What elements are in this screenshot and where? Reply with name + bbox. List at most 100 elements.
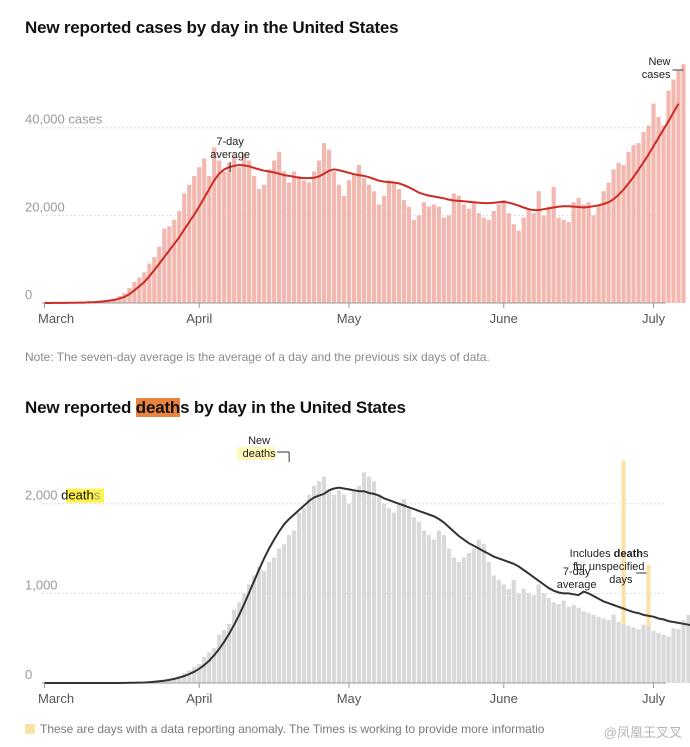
bar (496, 204, 501, 303)
anomaly-label-part: death (614, 548, 644, 560)
bar (476, 539, 481, 683)
bar (336, 184, 342, 303)
bar (376, 494, 382, 683)
bar (391, 512, 397, 683)
y-tick-label: 0 (25, 287, 32, 302)
x-tick-label: March (38, 311, 74, 326)
bar (451, 193, 456, 303)
bar (456, 195, 461, 303)
watermark: @凤凰王叉叉 (603, 725, 682, 740)
bar (461, 204, 466, 303)
x-tick-label: June (490, 311, 518, 326)
bar (301, 180, 307, 303)
bar (311, 485, 317, 683)
bar (641, 624, 646, 683)
bar (586, 613, 591, 683)
bar (247, 160, 252, 303)
bar (506, 213, 511, 303)
bar (566, 606, 571, 683)
bar (316, 481, 322, 683)
bar (326, 149, 332, 303)
x-tick-label: July (642, 691, 666, 706)
bar (192, 175, 197, 303)
bar (371, 481, 377, 683)
bar (277, 151, 282, 303)
bar (596, 204, 601, 303)
bar (341, 494, 347, 683)
bar (501, 200, 506, 303)
bar (576, 197, 581, 303)
average-label: 7-day (563, 566, 591, 578)
bar (606, 620, 611, 683)
bar (212, 147, 217, 303)
bar (142, 272, 147, 303)
bar (666, 636, 671, 683)
bar (436, 206, 441, 303)
x-tick-label: March (38, 691, 74, 706)
bar (581, 611, 586, 683)
bar (306, 494, 312, 683)
bar (436, 530, 441, 683)
bar (257, 566, 262, 683)
bar (242, 593, 247, 683)
y-tick-unit: s (94, 488, 101, 503)
bar (177, 675, 182, 683)
bar (601, 618, 606, 683)
bar (536, 191, 541, 303)
bar (182, 193, 187, 303)
x-tick-label: July (642, 311, 666, 326)
bar (386, 180, 392, 303)
y-tick-label: 0 (25, 667, 32, 682)
bar (676, 629, 681, 683)
bar (651, 631, 656, 683)
x-tick-label: May (337, 691, 362, 706)
cases-chart: 0 20,000 40,000 cases March April May June July… (25, 56, 686, 326)
anomaly-label-part: s (643, 548, 649, 560)
anomaly-legend: These are days with a data reporting ano… (25, 722, 544, 736)
x-tick-label: June (490, 691, 518, 706)
bar (571, 605, 576, 683)
bar (491, 575, 496, 683)
bar (516, 593, 521, 683)
bar (212, 648, 217, 683)
anomaly-label: days (609, 574, 633, 586)
bar (306, 182, 312, 303)
new-deaths-label: deaths (243, 448, 277, 460)
bar (356, 485, 362, 683)
bar (172, 677, 177, 683)
bar (277, 548, 282, 683)
bar (456, 561, 461, 683)
bar (267, 561, 272, 683)
bar (331, 494, 337, 683)
bar (631, 627, 636, 683)
y-tick-label: 1,000 (25, 577, 58, 592)
bar (431, 539, 436, 683)
bar (287, 182, 292, 303)
bar (571, 202, 576, 303)
chart-note: Note: The seven-day average is the avera… (25, 350, 490, 364)
bar (626, 625, 631, 683)
bar (681, 64, 686, 303)
bar (401, 499, 407, 683)
deaths-chart-title: New reported deaths by day in the United… (25, 398, 406, 417)
bar (341, 195, 347, 303)
bar (466, 208, 471, 303)
bar (541, 593, 546, 683)
bar (646, 626, 651, 683)
bar (521, 588, 526, 683)
bar (202, 158, 207, 303)
bar (247, 584, 252, 683)
bar (381, 503, 387, 683)
bar (411, 219, 416, 303)
bar (646, 125, 651, 303)
bar (576, 607, 581, 683)
bar (401, 200, 407, 303)
bar (351, 173, 357, 303)
bar (561, 600, 566, 683)
bar (381, 195, 387, 303)
bar (636, 629, 641, 683)
bar (122, 293, 127, 303)
bar (257, 189, 262, 303)
bar (197, 664, 202, 683)
x-tick-label: April (186, 691, 212, 706)
